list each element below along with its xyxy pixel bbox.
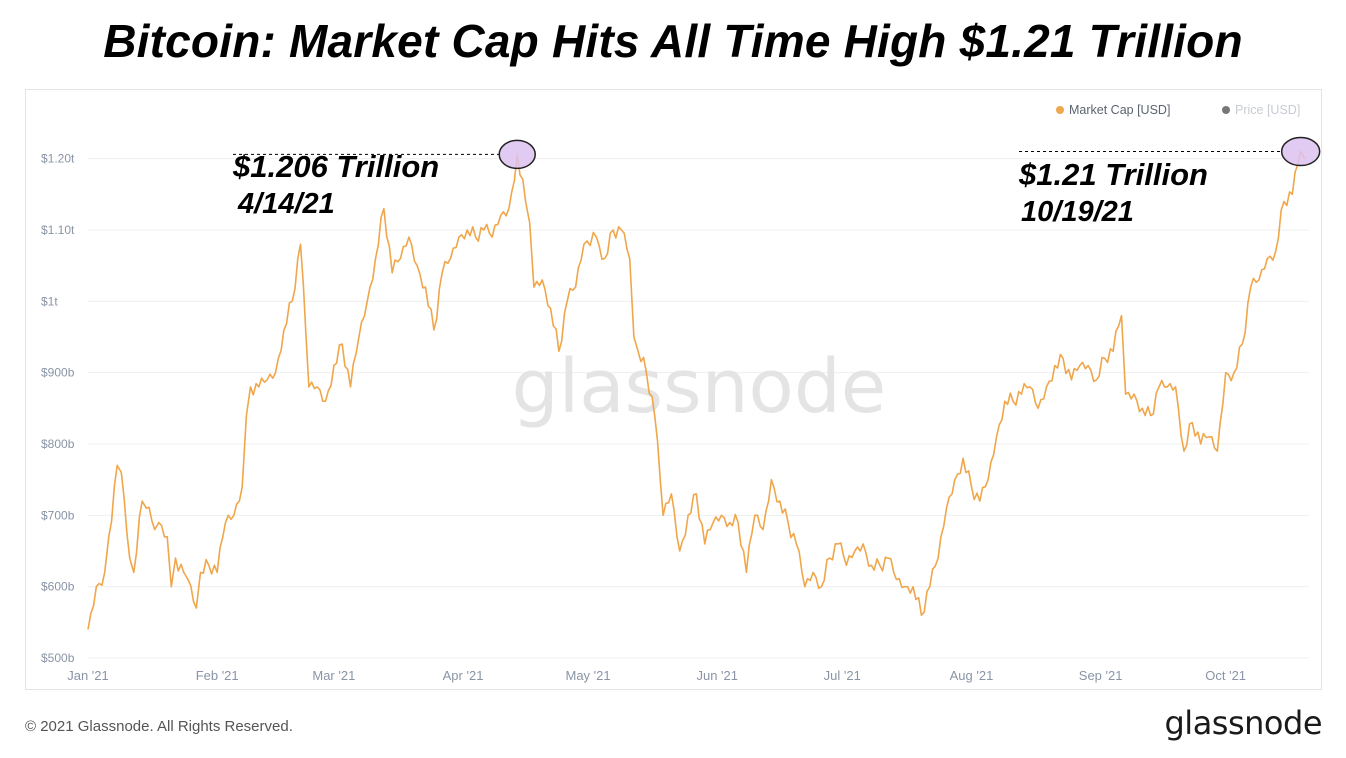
y-tick-label: $900b	[41, 366, 75, 380]
page-title: Bitcoin: Market Cap Hits All Time High $…	[103, 15, 1243, 67]
chart-panel: glassnode $500b $600b $700b $800b $900b $1t $1…	[25, 89, 1322, 690]
legend-item-market-cap[interactable]: Market Cap [USD]	[1056, 103, 1170, 117]
annotation-april-date: 4/14/21	[237, 188, 335, 220]
annotation-april-peak: $1.206 Trillion 4/14/21	[232, 139, 536, 220]
y-tick-label: $500b	[41, 651, 75, 665]
legend-label: Market Cap [USD]	[1069, 103, 1170, 117]
annotation-april-peak-marker	[498, 139, 536, 170]
x-axis-ticks: Jan '21 Feb '21 Mar '21 Apr '21 May '21 Jun '…	[67, 668, 1246, 683]
x-tick-label: Mar '21	[312, 668, 355, 683]
market-cap-chart: glassnode $500b $600b $700b $800b $900b $1t $1…	[41, 103, 1321, 683]
legend-dot-icon	[1222, 106, 1230, 114]
x-tick-label: Jul '21	[824, 668, 861, 683]
x-tick-label: Sep '21	[1079, 668, 1123, 683]
y-tick-label: $1t	[41, 294, 58, 308]
x-tick-label: Feb '21	[196, 668, 239, 683]
chart-legend[interactable]: Market Cap [USD] Price [USD]	[1056, 103, 1300, 117]
y-tick-label: $800b	[41, 437, 75, 451]
legend-label: Price [USD]	[1235, 103, 1300, 117]
y-axis-ticks: $500b $600b $700b $800b $900b $1t $1.10t $1.20t	[41, 152, 75, 665]
y-tick-label: $700b	[41, 508, 75, 522]
annotation-october-value: $1.21 Trillion	[1018, 157, 1208, 192]
chart-watermark: glassnode	[512, 344, 887, 430]
annotation-october-date: 10/19/21	[1021, 196, 1134, 228]
x-tick-label: Jan '21	[67, 668, 109, 683]
annotation-october-peak-marker	[1280, 136, 1321, 167]
footer-copyright: © 2021 Glassnode. All Rights Reserved.	[25, 718, 293, 735]
glassnode-logo[interactable]: glassnode	[1164, 704, 1322, 742]
x-tick-label: Jun '21	[696, 668, 738, 683]
market-cap-line	[87, 150, 1306, 630]
x-tick-label: Oct '21	[1205, 668, 1246, 683]
legend-item-price[interactable]: Price [USD]	[1222, 103, 1300, 117]
y-tick-label: $1.20t	[41, 152, 75, 166]
legend-dot-icon	[1056, 106, 1064, 114]
y-tick-label: $600b	[41, 580, 75, 594]
annotation-april-value: $1.206 Trillion	[232, 149, 439, 184]
x-tick-label: Aug '21	[950, 668, 994, 683]
x-tick-label: May '21	[566, 668, 611, 683]
series-layer	[87, 150, 1306, 630]
x-tick-label: Apr '21	[443, 668, 484, 683]
annotation-october-peak: $1.21 Trillion 10/19/21	[1018, 136, 1321, 228]
y-tick-label: $1.10t	[41, 223, 75, 237]
